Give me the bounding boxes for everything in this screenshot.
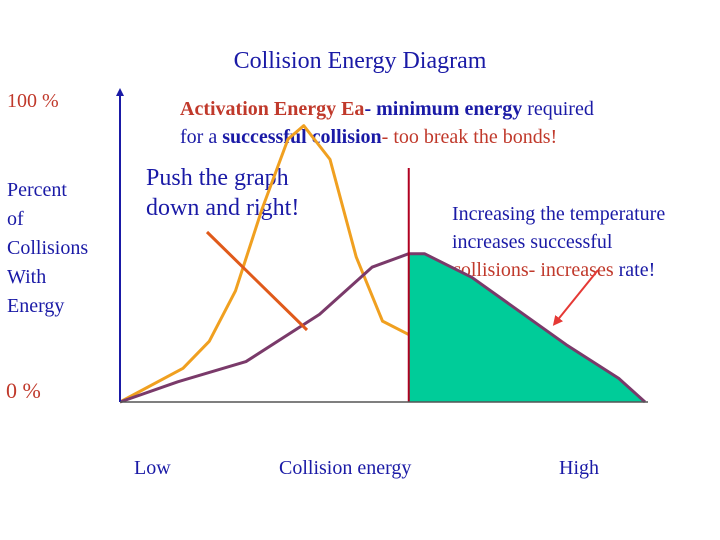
activation-note-line-1: Activation Energy Ea- minimum energy req…	[180, 95, 594, 123]
y-axis-title-line: Percent	[7, 179, 67, 201]
temperature-note: Increasing the temperature increases suc…	[452, 200, 665, 284]
temperature-note-line-1: Increasing the temperature	[452, 203, 666, 225]
activation-successful-collision: successful collision	[222, 126, 382, 148]
low-temperature-curve	[119, 124, 410, 404]
y-axis-title-line: With	[7, 266, 47, 288]
push-note-line-2: down and right!	[146, 195, 300, 221]
activation-energy-word: energy	[464, 98, 523, 120]
activation-energy-term: Activation Energy Ea	[180, 98, 365, 120]
temperature-note-line-2: increases successful	[452, 231, 613, 253]
x-axis-high-label: High	[559, 457, 599, 479]
activation-required-text: required	[527, 98, 594, 120]
y-axis-title: Percent of Collisions With Energy	[7, 176, 117, 321]
diagram-title: Collision Energy Diagram	[233, 48, 487, 74]
push-graph-note: Push the graph down and right!	[146, 163, 299, 223]
y-axis-bottom-label: 0 %	[6, 378, 41, 403]
activation-break-bonds-text: - too break the bonds!	[381, 126, 558, 148]
push-note-line-1: Push the graph	[146, 165, 289, 191]
activation-note-line-2: for a successful collision- too break th…	[180, 123, 594, 151]
activation-for-a-text: for a	[180, 126, 218, 148]
x-axis-title: Collision energy	[279, 457, 412, 479]
activation-energy-note: Activation Energy Ea- minimum energy req…	[180, 95, 594, 151]
shaded-area-above-activation-energy	[408, 253, 647, 403]
y-axis-title-line: of	[7, 208, 24, 230]
temperature-note-arrow	[552, 269, 599, 326]
y-axis-title-line: Collisions	[7, 237, 89, 259]
push-graph-arrow	[205, 230, 309, 332]
temperature-rate-word: rate!	[618, 259, 656, 281]
y-axis-title-line: Energy	[7, 295, 65, 317]
x-axis-low-label: Low	[134, 457, 171, 479]
y-axis-top-label: 100 %	[7, 90, 59, 112]
activation-minimum-text: - minimum	[364, 98, 460, 120]
